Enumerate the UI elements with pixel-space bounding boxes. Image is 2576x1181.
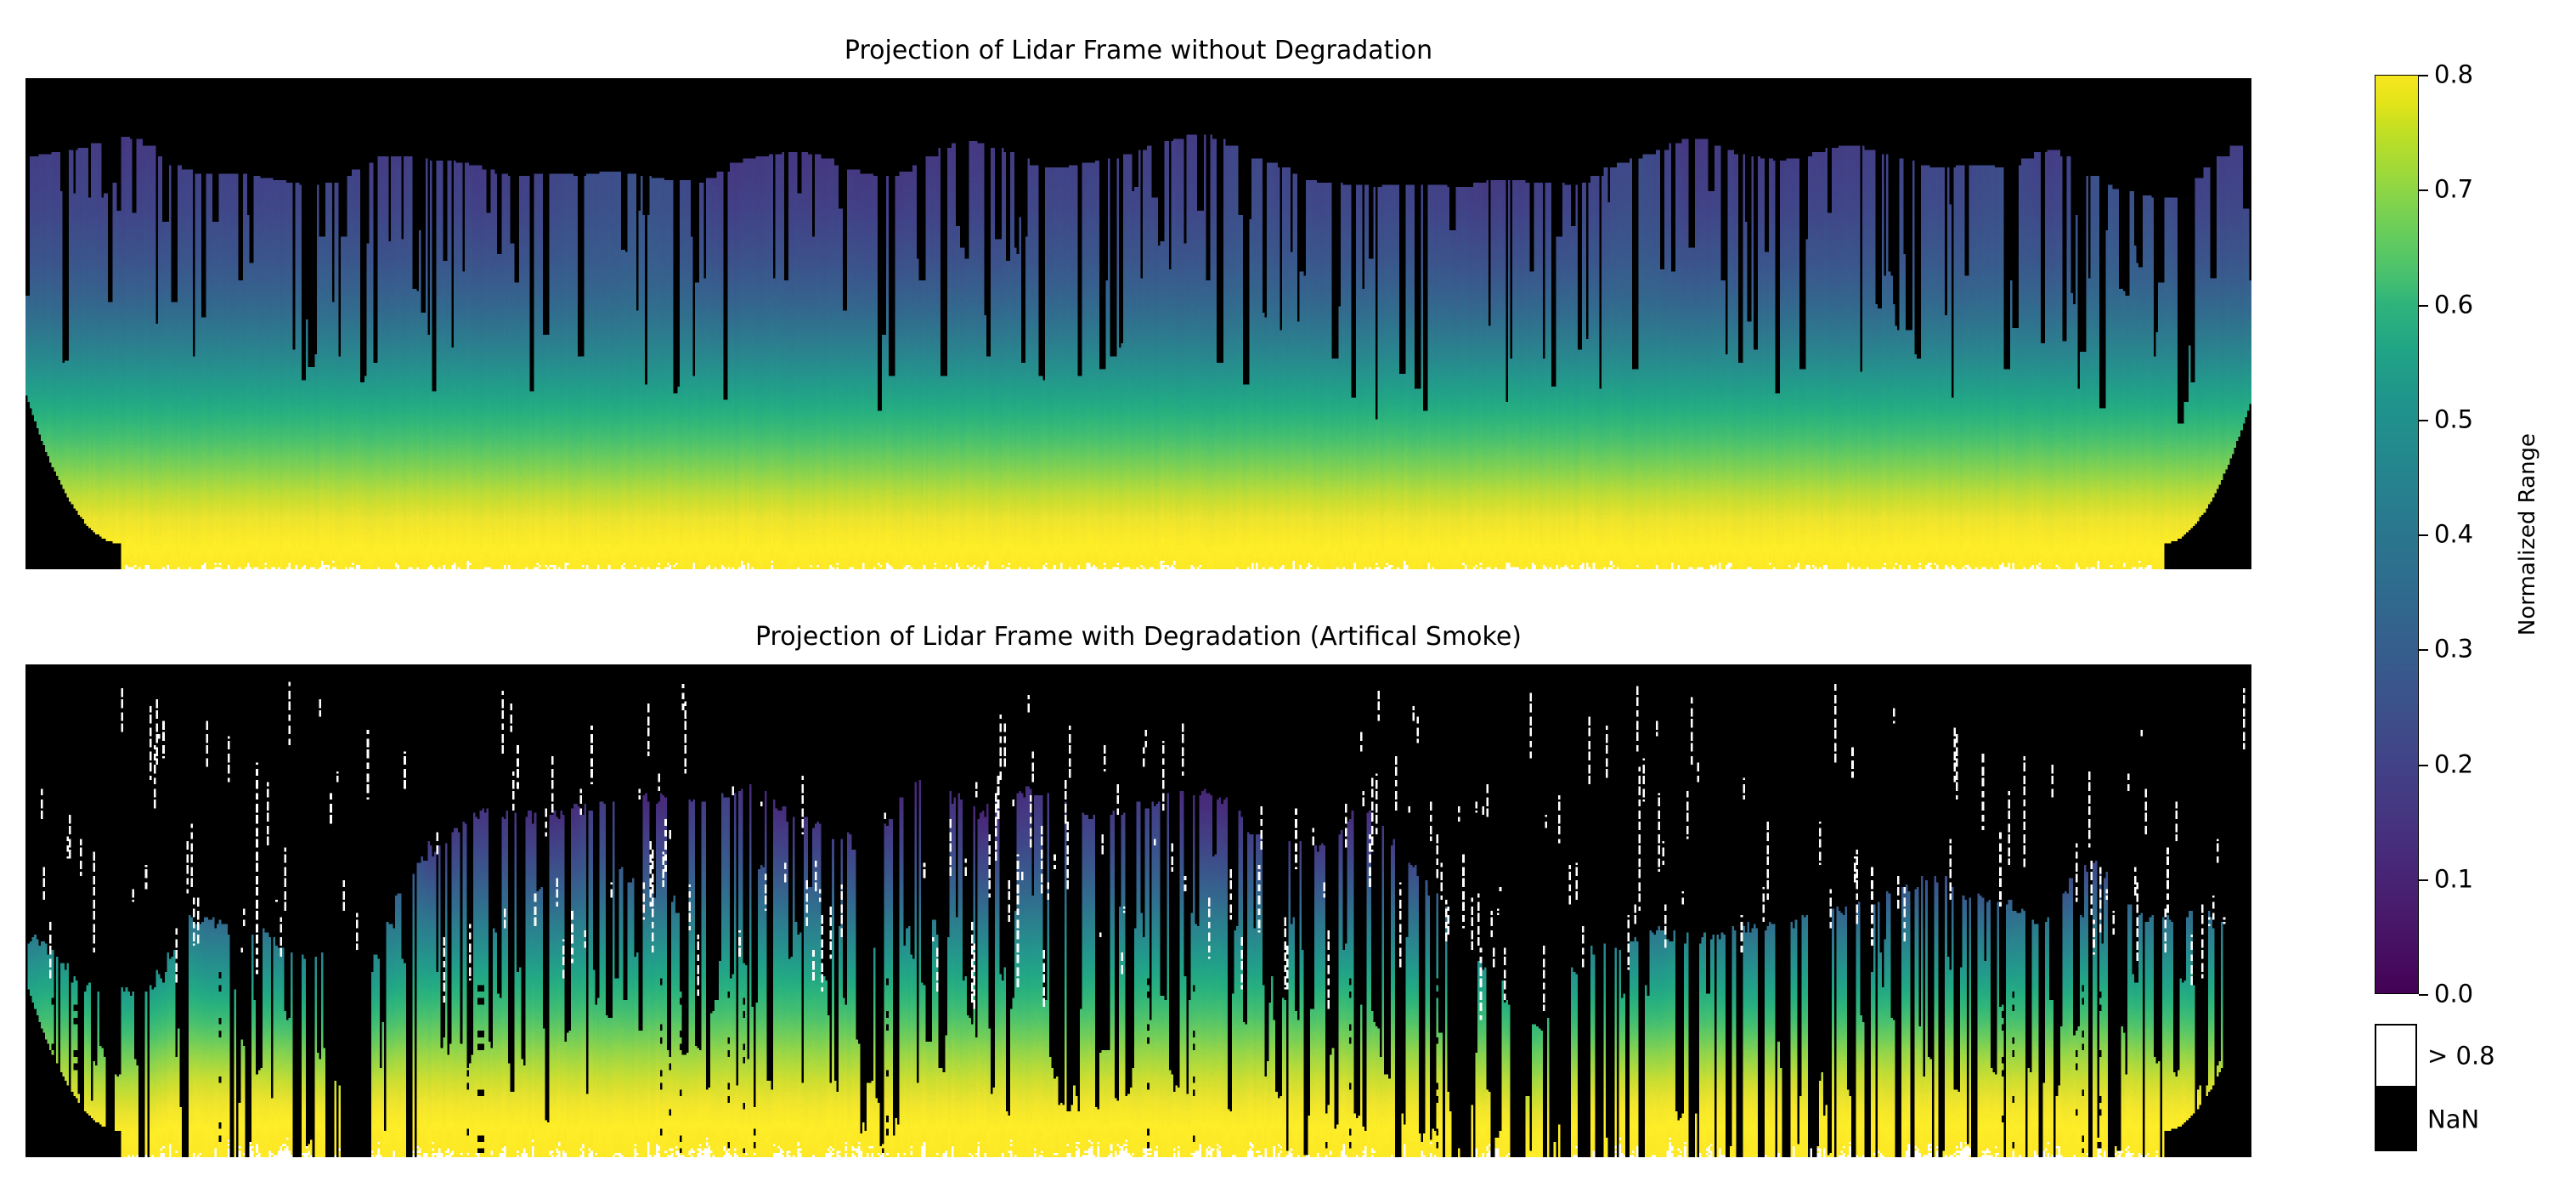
panel-title-top: Projection of Lidar Frame without Degrad… [844,36,1433,65]
legend: > 0.8 NaN [2375,1024,2570,1153]
colorbar-tick-label: 0.2 [2434,749,2474,778]
colorbar-tick-label: 0.0 [2434,979,2474,1009]
colorbar-tick-mark [2419,649,2428,652]
legend-item-nan: NaN [2375,1088,2570,1151]
colorbar-tick-mark [2419,879,2428,881]
lidar-panel-without-degradation [25,78,2251,569]
colorbar-tick-mark [2419,304,2428,307]
lidar-range-image-clean [25,78,2251,569]
colorbar-tick-label: 0.7 [2434,174,2474,204]
legend-item-over: > 0.8 [2375,1024,2570,1088]
colorbar-axis-label: Normalized Range [2515,432,2540,636]
colorbar-tick-mark [2419,764,2428,766]
colorbar-tick-mark [2419,994,2428,996]
lidar-panel-with-degradation [25,664,2251,1157]
colorbar-tick-mark [2419,189,2428,192]
colorbar-tick-mark [2419,534,2428,536]
legend-label-over: > 0.8 [2427,1041,2495,1070]
panel-title-bottom: Projection of Lidar Frame with Degradati… [754,622,1522,652]
colorbar-tick-label: 0.4 [2434,519,2474,549]
colorbar-tick-mark [2419,419,2428,421]
colorbar-tick-label: 0.8 [2434,59,2474,89]
colorbar-tick-label: 0.1 [2434,864,2474,894]
colorbar-gradient [2375,75,2419,994]
lidar-range-image-smoke [25,664,2251,1157]
legend-label-nan: NaN [2427,1105,2480,1133]
colorbar: 0.0 0.1 0.2 0.3 0.4 0.5 0.6 0.7 0.8 [2375,62,2473,1006]
colorbar-tick-mark [2419,75,2428,76]
legend-swatch-nan [2375,1088,2417,1151]
colorbar-tick-label: 0.3 [2434,634,2474,664]
legend-swatch-over [2375,1024,2417,1088]
colorbar-tick-label: 0.5 [2434,404,2474,434]
colorbar-tick-label: 0.6 [2434,290,2474,319]
